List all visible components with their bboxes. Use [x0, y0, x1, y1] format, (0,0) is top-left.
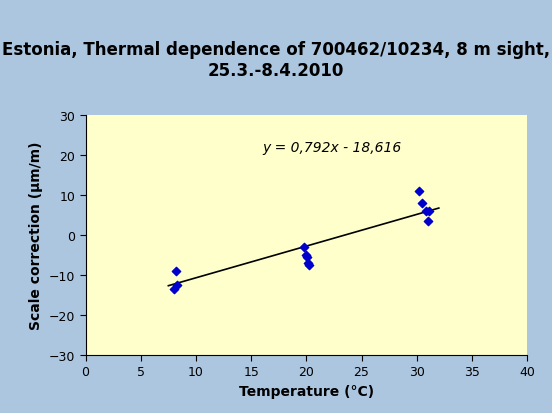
Text: y = 0,792x - 18,616: y = 0,792x - 18,616	[262, 140, 401, 154]
Point	[169, 286, 178, 293]
Point	[304, 262, 313, 269]
Point	[302, 252, 311, 259]
Point	[418, 200, 427, 207]
Point	[304, 260, 312, 267]
Point	[173, 282, 182, 289]
Point	[171, 268, 180, 275]
Point	[421, 208, 430, 215]
Point	[303, 254, 312, 261]
X-axis label: Temperature (°C): Temperature (°C)	[239, 384, 374, 398]
Text: Estonia, Thermal dependence of 700462/10234, 8 m sight,
25.3.-8.4.2010: Estonia, Thermal dependence of 700462/10…	[2, 41, 550, 80]
Point	[415, 188, 423, 195]
Y-axis label: Scale correction (μm/m): Scale correction (μm/m)	[29, 141, 43, 330]
Point	[424, 208, 433, 215]
Point	[300, 244, 309, 251]
Point	[423, 218, 432, 225]
